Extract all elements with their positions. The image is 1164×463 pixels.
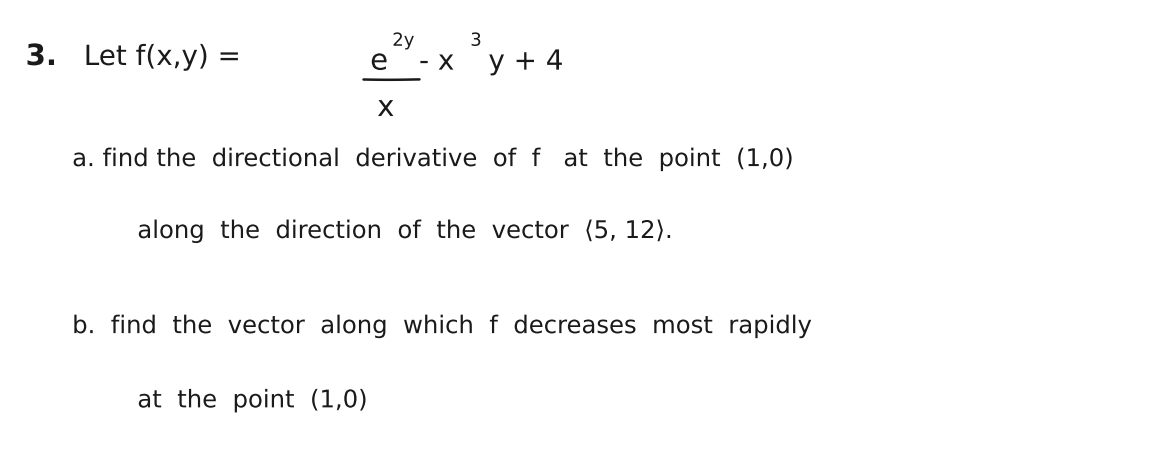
Text: e: e: [370, 49, 388, 76]
Text: at  the  point  (1,0): at the point (1,0): [137, 388, 368, 413]
Text: along  the  direction  of  the  vector  ⟨5, 12⟩.: along the direction of the vector ⟨5, 12…: [137, 219, 673, 244]
Text: 2y: 2y: [392, 33, 414, 50]
Text: 3.: 3.: [26, 44, 57, 72]
Text: Let f(x,y) =: Let f(x,y) =: [84, 44, 241, 72]
Text: - x: - x: [419, 49, 454, 76]
Text: 3: 3: [470, 33, 482, 50]
Text: x: x: [377, 95, 395, 123]
Text: y + 4: y + 4: [480, 49, 563, 76]
Text: b.  find  the  vector  along  which  f  decreases  most  rapidly: b. find the vector along which f decreas…: [72, 314, 812, 338]
Text: a. find the  directional  derivative  of  f   at  the  point  (1,0): a. find the directional derivative of f …: [72, 148, 794, 172]
